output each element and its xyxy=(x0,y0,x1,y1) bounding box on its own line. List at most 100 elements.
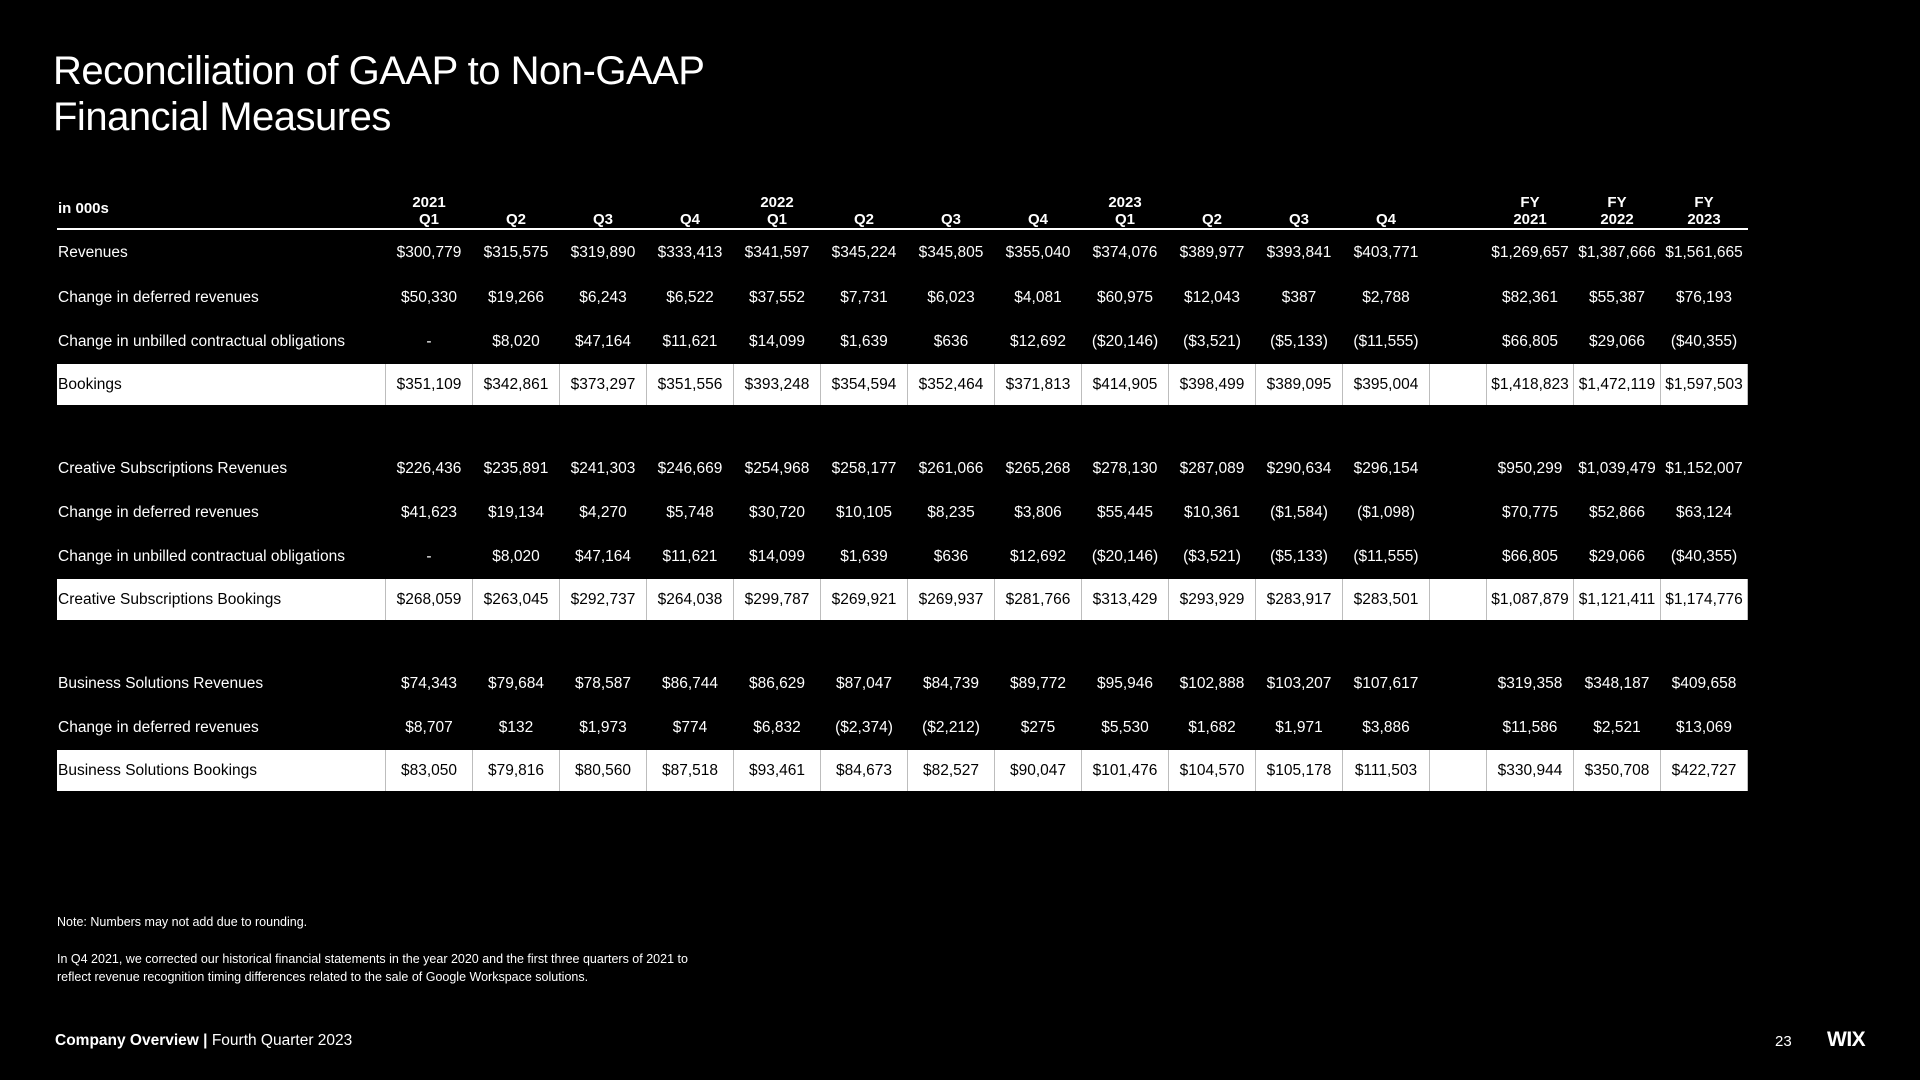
fy-value: $350,708 xyxy=(1573,750,1661,791)
header-quarter: Q3 xyxy=(1288,211,1309,228)
quarter-value: $1,971 xyxy=(1275,719,1323,736)
fy-value: $66,805 xyxy=(1501,548,1559,565)
fy-value: ($40,355) xyxy=(1670,548,1738,565)
quarter-value: $19,134 xyxy=(487,504,545,521)
quarter-value: $8,235 xyxy=(927,504,975,521)
quarter-value: $264,038 xyxy=(646,579,734,620)
quarter-value: $261,066 xyxy=(918,460,984,477)
column-gap xyxy=(1430,447,1487,491)
spacer-cell xyxy=(57,405,1748,447)
quarter-value: $5,748 xyxy=(666,504,714,521)
quarter-value: $269,937 xyxy=(907,579,995,620)
quarter-value: $345,805 xyxy=(918,244,984,261)
fy-header: FY 2023 xyxy=(1660,188,1748,230)
header-quarter: Q1 xyxy=(766,211,787,228)
column-gap xyxy=(1429,364,1487,405)
quarter-value: $86,744 xyxy=(661,675,719,692)
quarter-value: $283,917 xyxy=(1255,579,1343,620)
row-label: Change in unbilled contractual obligatio… xyxy=(58,548,345,565)
table-row: Change in deferred revenues $8,707 $132 $1,… xyxy=(57,706,1748,750)
fy-value: $1,152,007 xyxy=(1665,460,1743,477)
fy-value: $66,805 xyxy=(1501,333,1559,350)
column-gap xyxy=(1430,229,1487,276)
quarter-value: $6,522 xyxy=(666,289,714,306)
quarter-value: $299,787 xyxy=(733,579,821,620)
fy-header: FY 2022 xyxy=(1573,188,1661,230)
quarter-value: $263,045 xyxy=(472,579,560,620)
section-spacer xyxy=(57,620,1748,662)
fy-value: $55,387 xyxy=(1588,289,1646,306)
page-title-line-1: Reconciliation of GAAP to Non-GAAP xyxy=(53,49,705,93)
fy-value: $319,358 xyxy=(1497,675,1563,692)
quarter-value: $10,361 xyxy=(1183,504,1241,521)
quarter-header: Q2 xyxy=(820,188,908,230)
quarter-value: $373,297 xyxy=(559,364,647,405)
fy-value: $52,866 xyxy=(1588,504,1646,521)
header-quarter: Q3 xyxy=(592,211,613,228)
quarter-header: Q4 xyxy=(646,188,734,230)
column-gap xyxy=(1430,320,1487,364)
fy-value: $409,658 xyxy=(1671,675,1737,692)
row-label: Change in deferred revenues xyxy=(58,504,259,521)
fy-value: $1,597,503 xyxy=(1660,364,1748,405)
header-quarter: Q4 xyxy=(679,211,700,228)
quarter-value: $351,109 xyxy=(385,364,473,405)
page-title: Reconciliation of GAAP to Non-GAAP Finan… xyxy=(53,48,705,140)
quarter-header: Q2 xyxy=(472,188,560,230)
quarter-value: $1,682 xyxy=(1188,719,1236,736)
quarter-value: $14,099 xyxy=(748,548,806,565)
column-gap xyxy=(1430,706,1487,750)
header-quarter: Q4 xyxy=(1027,211,1048,228)
wix-logo: WIX xyxy=(1827,1028,1866,1051)
quarter-value: $254,968 xyxy=(744,460,810,477)
fy-value: $76,193 xyxy=(1675,289,1733,306)
quarter-value: $6,832 xyxy=(753,719,801,736)
quarter-value: $30,720 xyxy=(748,504,806,521)
quarter-header: Q4 xyxy=(994,188,1082,230)
page-title-line-2: Financial Measures xyxy=(53,95,391,139)
quarter-value: ($2,212) xyxy=(922,719,980,736)
page-number: 23 xyxy=(1775,1033,1792,1050)
quarter-header: Q3 xyxy=(559,188,647,230)
footer-period: Fourth Quarter 2023 xyxy=(211,1032,353,1049)
section-spacer xyxy=(57,405,1748,447)
quarter-value: $12,043 xyxy=(1183,289,1241,306)
quarter-value: $107,617 xyxy=(1353,675,1419,692)
table-row: Change in deferred revenues $50,330 $19,26… xyxy=(57,276,1748,320)
rounding-note: Note: Numbers may not add due to roundin… xyxy=(57,915,308,929)
table-total-row: Business Solutions Bookings $83,050 $79,81… xyxy=(57,750,1748,791)
fy-value: $1,387,666 xyxy=(1578,244,1656,261)
quarter-value: ($2,374) xyxy=(835,719,893,736)
fy-value: $1,472,119 xyxy=(1573,364,1661,405)
quarter-value: $387 xyxy=(1281,289,1317,306)
quarter-value: $1,639 xyxy=(840,333,888,350)
quarter-value: $281,766 xyxy=(994,579,1082,620)
quarter-value: $374,076 xyxy=(1092,244,1158,261)
quarter-value: $333,413 xyxy=(657,244,723,261)
fy-value: $13,069 xyxy=(1675,719,1733,736)
quarter-value: $235,891 xyxy=(483,460,549,477)
quarter-value: $4,081 xyxy=(1014,289,1062,306)
quarter-value: $403,771 xyxy=(1353,244,1419,261)
quarter-value: $352,464 xyxy=(907,364,995,405)
quarter-value: $93,461 xyxy=(733,750,821,791)
quarter-value: $395,004 xyxy=(1342,364,1430,405)
row-label: Revenues xyxy=(58,244,128,261)
table-row: Revenues $300,779 $315,575 $319,890 $333,413… xyxy=(57,229,1748,276)
quarter-value: $104,570 xyxy=(1168,750,1256,791)
quarter-value: $101,476 xyxy=(1081,750,1169,791)
quarter-value: $105,178 xyxy=(1255,750,1343,791)
column-gap xyxy=(1429,750,1487,791)
quarter-value: $74,343 xyxy=(400,675,458,692)
quarter-value: $774 xyxy=(672,719,708,736)
quarter-value: $4,270 xyxy=(579,504,627,521)
quarter-value: $89,772 xyxy=(1009,675,1067,692)
quarter-value: $8,707 xyxy=(405,719,453,736)
quarter-value: $292,737 xyxy=(559,579,647,620)
quarter-value: $241,303 xyxy=(570,460,636,477)
quarter-value: $3,886 xyxy=(1362,719,1410,736)
quarter-value: $111,503 xyxy=(1342,750,1430,791)
header-quarter: Q1 xyxy=(1114,211,1135,228)
fy-value: $82,361 xyxy=(1501,289,1559,306)
quarter-value: $268,059 xyxy=(385,579,473,620)
